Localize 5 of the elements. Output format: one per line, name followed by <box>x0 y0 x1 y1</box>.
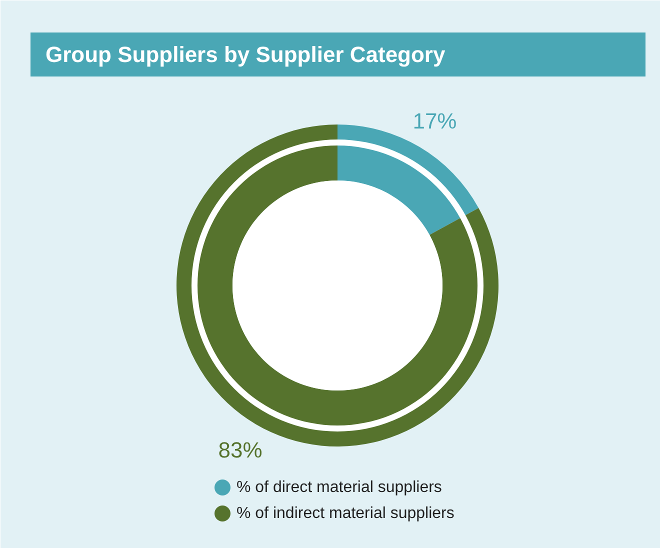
legend-label: % of direct material suppliers <box>236 479 442 496</box>
data-label: 17% <box>412 108 457 134</box>
legend-label: % of indirect material suppliers <box>236 505 454 522</box>
chart-title: Group Suppliers by Supplier Category <box>46 42 446 67</box>
data-label: 83% <box>218 437 262 462</box>
